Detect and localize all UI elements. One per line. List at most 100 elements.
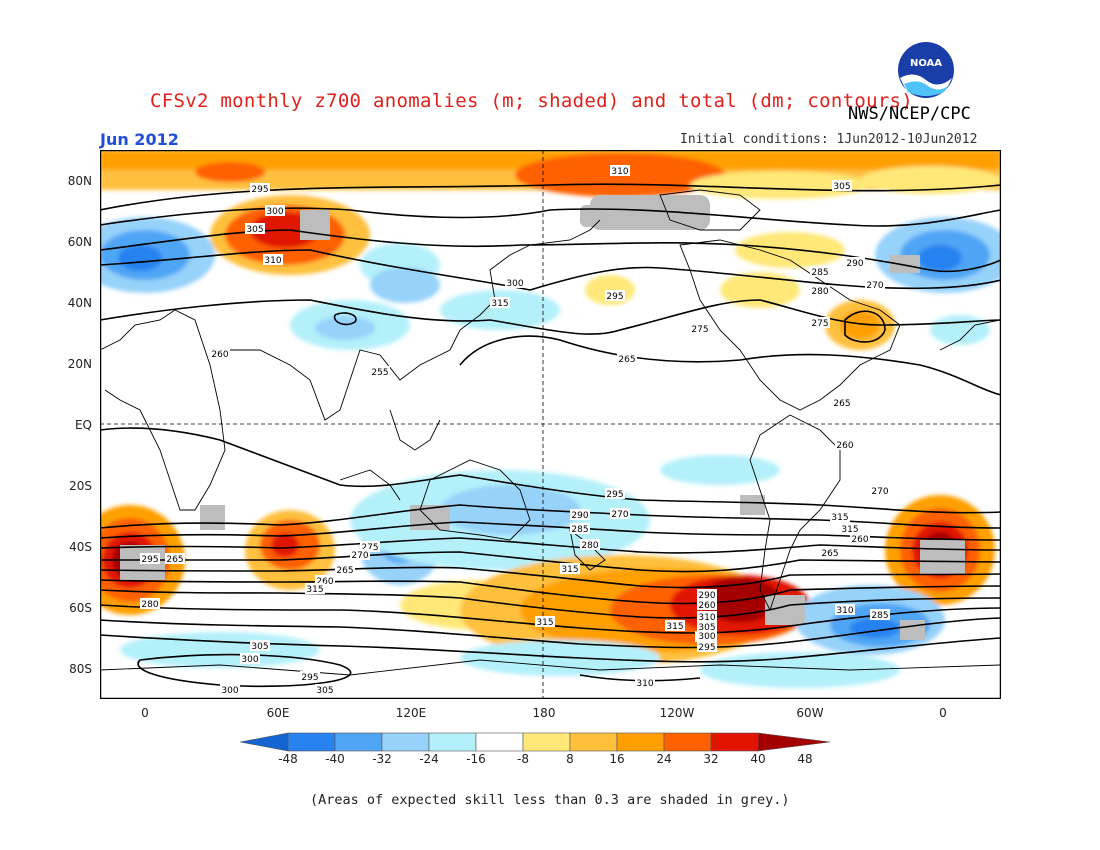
coastlines: [100, 189, 1001, 676]
contour-label: 265: [336, 566, 353, 576]
contour-label: 260: [316, 577, 333, 587]
contour-label: 290: [846, 259, 863, 269]
contour-label-bg: [300, 671, 320, 682]
contour-label: 300: [266, 207, 283, 217]
contour-label-bg: [870, 485, 890, 496]
colorbar-segment: [381, 732, 430, 752]
contour-label-bg: [697, 611, 717, 622]
contour-label: 300: [221, 686, 238, 696]
contour-label-bg: [835, 604, 855, 615]
contour-label: 275: [691, 325, 708, 335]
contour-label-bg: [580, 539, 600, 550]
contour-label-bg: [810, 317, 830, 328]
contour-label-bg: [370, 366, 390, 377]
longitude-label: 120W: [659, 706, 695, 720]
logo-text: NOAA: [910, 58, 942, 69]
contour-label-bg: [850, 533, 870, 544]
contour-label-bg: [140, 553, 160, 564]
contour-label: 255: [371, 368, 388, 378]
contour-label: 260: [211, 350, 228, 360]
contour-label: 305: [251, 642, 268, 652]
contour-label-bg: [315, 684, 335, 695]
latitude-label: 80S: [69, 662, 92, 676]
latitude-label: EQ: [74, 418, 92, 432]
anomaly-map: 2953003053103153103053002952902852802752…: [100, 150, 1001, 699]
contour-label-bg: [165, 553, 185, 564]
contour-label: 265: [821, 549, 838, 559]
contour-label: 295: [606, 292, 623, 302]
colorbar-segment: [663, 732, 712, 752]
contour-label-bg: [245, 223, 265, 234]
colorbar-label: 32: [703, 752, 719, 766]
contour-label: 280: [811, 287, 828, 297]
contour-label-bg: [697, 630, 717, 641]
contour-label: 300: [506, 279, 523, 289]
contour-label-bg: [697, 641, 717, 652]
contour-label: 305: [246, 225, 263, 235]
initial-conditions-label: Initial conditions: 1Jun2012-10Jun2012: [680, 132, 978, 147]
colorbar-label: 16: [609, 752, 625, 766]
contour-label-bg: [560, 563, 580, 574]
contour-label: 310: [611, 167, 628, 177]
contour-label-bg: [490, 297, 510, 308]
contour-label-bg: [570, 523, 590, 534]
longitude-label: 60W: [796, 706, 824, 720]
colorbar-segment: [334, 732, 383, 752]
contour-label: 295: [141, 555, 158, 565]
contour-label: 265: [618, 355, 635, 365]
contour-label-bg: [335, 564, 355, 575]
colorbar-label: -24: [419, 752, 439, 766]
contour-label: 315: [536, 618, 553, 628]
contour-label-bg: [832, 397, 852, 408]
contour-label: 285: [811, 268, 828, 278]
latitude-label: 80N: [67, 174, 92, 188]
longitude-label: 0: [939, 706, 947, 720]
contour-label: 310: [836, 606, 853, 616]
contour-label-bg: [263, 254, 283, 265]
contour-label-bg: [350, 549, 370, 560]
colorbar-segment: [287, 732, 336, 752]
contour-label-bg: [845, 257, 865, 268]
contour-label: 295: [698, 643, 715, 653]
colorbar-label: -8: [517, 752, 529, 766]
colorbar-label: 48: [797, 752, 813, 766]
latitude-label: 20N: [67, 357, 92, 371]
contour-label: 290: [571, 511, 588, 521]
contour-label-bg: [810, 285, 830, 296]
contour-label: 310: [698, 613, 715, 623]
contour-label-bg: [820, 547, 840, 558]
contour-label: 260: [836, 441, 853, 451]
contour-label: 260: [851, 535, 868, 545]
contour-label: 270: [871, 487, 888, 497]
contour-label-bg: [697, 589, 717, 600]
contour-label: 280: [141, 600, 158, 610]
latitude-label: 60N: [67, 235, 92, 249]
map-title: CFSv2 monthly z700 anomalies (m; shaded)…: [150, 90, 914, 112]
contour-label: 270: [351, 551, 368, 561]
colorbar-label: -40: [325, 752, 345, 766]
contour-label: 275: [811, 319, 828, 329]
contour-label: 300: [241, 655, 258, 665]
longitude-label: 0: [141, 706, 149, 720]
contour-label-bg: [697, 599, 717, 610]
contour-label-bg: [315, 575, 335, 586]
contour-lines: [100, 183, 1001, 688]
contour-label: 315: [666, 622, 683, 632]
low-skill-mask: [120, 195, 965, 640]
colorbar: [240, 732, 831, 752]
colorbar-label: 24: [656, 752, 672, 766]
contour-label: 260: [698, 601, 715, 611]
contour-label: 310: [264, 256, 281, 266]
contour-label: 315: [491, 299, 508, 309]
contour-label-bg: [305, 583, 325, 594]
contour-label-bg: [250, 640, 270, 651]
contour-label: 315: [841, 525, 858, 535]
contour-label: 305: [698, 623, 715, 633]
contour-label-bg: [240, 653, 260, 664]
skill-note: (Areas of expected skill less than 0.3 a…: [310, 792, 790, 808]
latitude-label: 40S: [69, 540, 92, 554]
agency-label: NWS/NCEP/CPC: [848, 104, 971, 124]
contour-label-bg: [265, 205, 285, 216]
colorbar-label: 40: [750, 752, 766, 766]
contour-label-bg: [610, 508, 630, 519]
